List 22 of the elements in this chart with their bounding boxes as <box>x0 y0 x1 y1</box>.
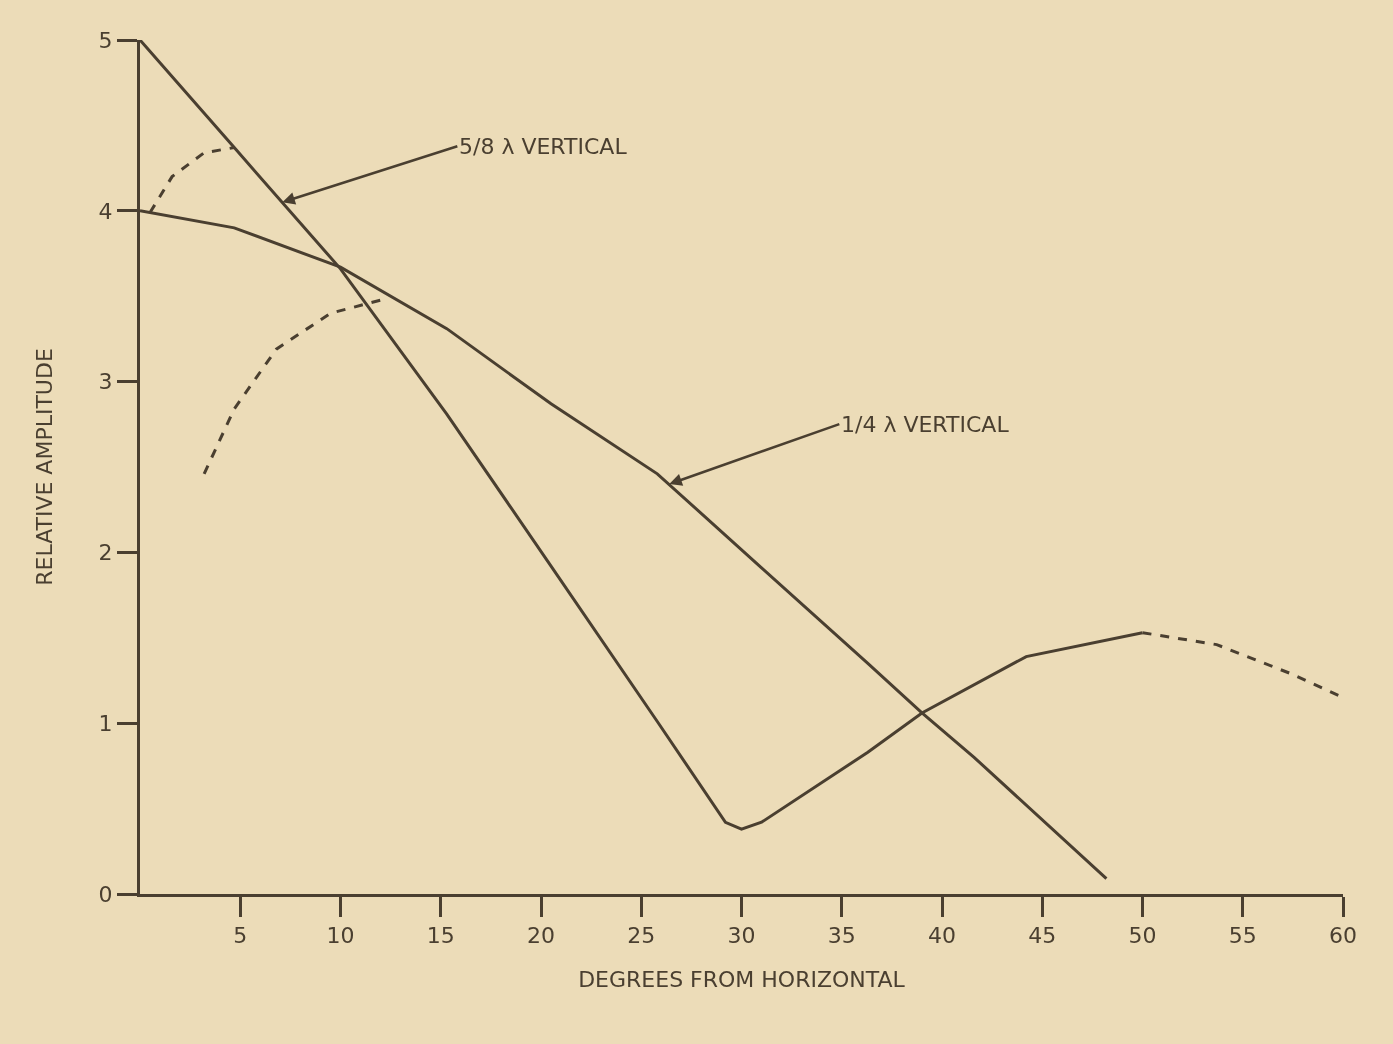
x-tick-label: 55 <box>1228 923 1257 949</box>
y-axis-title: RELATIVE AMPLITUDE <box>32 348 58 586</box>
y-tick-label: 3 <box>98 369 113 395</box>
x-tick-label: 10 <box>326 923 355 949</box>
x-axis-title: DEGREES FROM HORIZONTAL <box>578 967 906 993</box>
x-tick-label: 25 <box>627 923 656 949</box>
y-tick-label: 5 <box>98 27 113 53</box>
x-tick-label: 15 <box>426 923 455 949</box>
x-tick-label: 40 <box>928 923 956 949</box>
x-tick-label: 5 <box>233 923 248 949</box>
y-tick-label: 4 <box>98 198 113 224</box>
y-tick-label: 0 <box>98 881 113 907</box>
x-tick-label: 20 <box>527 923 555 949</box>
y-tick-label: 1 <box>98 710 113 736</box>
annotation: 1/4 λ VERTICAL <box>841 412 1010 437</box>
x-tick-label: 30 <box>727 923 756 949</box>
x-tick-label: 35 <box>827 923 856 949</box>
y-tick-label: 2 <box>98 540 113 566</box>
x-tick-label: 60 <box>1329 923 1357 949</box>
x-tick-label: 50 <box>1128 923 1157 949</box>
x-tick-label: 45 <box>1028 923 1057 949</box>
annotation: 5/8 λ VERTICAL <box>459 134 628 159</box>
